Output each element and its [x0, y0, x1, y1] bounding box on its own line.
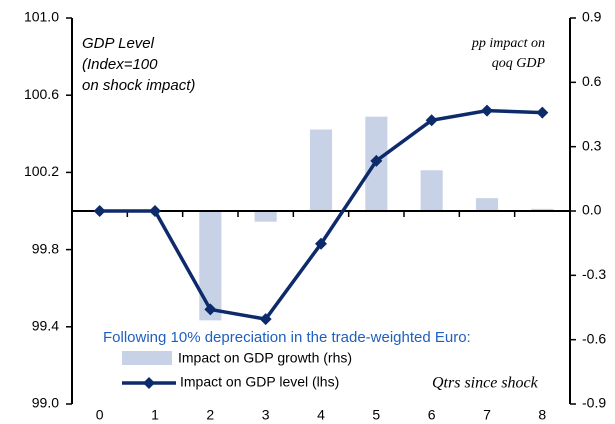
bar	[254, 211, 277, 222]
y2-tick-label: 0.0	[582, 202, 602, 218]
bar	[420, 170, 443, 211]
y-tick-label: 101.0	[24, 9, 59, 25]
x-tick-label: 2	[206, 407, 214, 423]
legend-swatch	[143, 377, 155, 389]
x-note: Qtrs since shock	[432, 375, 539, 392]
y2-tick-label: -0.3	[582, 266, 606, 282]
bar	[475, 198, 499, 211]
marker	[370, 154, 383, 167]
y-tick-label: 99.4	[32, 318, 59, 334]
left-note: (Index=100	[82, 56, 158, 73]
right-note: qoq GDP	[492, 56, 546, 71]
x-tick-label: 6	[428, 407, 436, 423]
legend-swatch	[122, 351, 172, 365]
marker	[259, 313, 272, 326]
bar	[309, 129, 333, 211]
x-tick-label: 5	[372, 407, 380, 423]
y2-tick-label: 0.6	[582, 73, 602, 89]
x-tick-label: 8	[538, 407, 546, 423]
marker	[425, 114, 438, 127]
y-tick-label: 99.8	[32, 240, 59, 256]
x-tick-label: 7	[483, 407, 491, 423]
y-tick-label: 100.2	[24, 163, 59, 179]
bar	[531, 208, 554, 211]
x-tick-label: 1	[151, 407, 159, 423]
y-tick-label: 100.6	[24, 86, 59, 102]
marker	[481, 104, 493, 117]
legend-label: Impact on GDP level (lhs)	[180, 374, 339, 390]
y2-tick-label: 0.3	[582, 137, 602, 153]
y-tick-label: 99.0	[32, 395, 59, 411]
legend-label: Impact on GDP growth (rhs)	[178, 350, 352, 366]
marker	[536, 106, 549, 119]
y2-tick-label: -0.9	[582, 395, 606, 411]
right-note: pp impact on	[471, 36, 545, 51]
marker	[149, 205, 161, 217]
marker	[93, 205, 106, 217]
x-tick-label: 0	[96, 407, 104, 423]
y2-tick-label: 0.9	[582, 9, 602, 25]
x-tick-label: 4	[317, 407, 325, 423]
y2-tick-label: -0.6	[582, 330, 606, 346]
legend-title: Following 10% depreciation in the trade-…	[103, 329, 471, 346]
marker	[204, 303, 217, 316]
marker	[315, 237, 327, 250]
x-tick-label: 3	[262, 407, 270, 423]
bar	[199, 211, 222, 321]
left-note: on shock impact)	[82, 77, 195, 94]
left-note: GDP Level	[82, 35, 155, 52]
